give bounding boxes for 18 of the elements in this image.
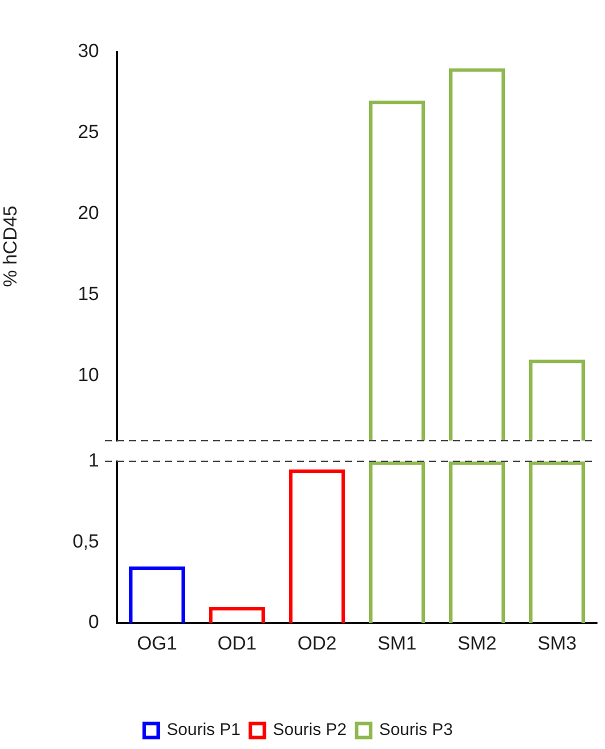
y-tick-label: 0,5 <box>72 531 99 552</box>
y-tick-label: 10 <box>78 365 99 386</box>
x-tick-label: SM3 <box>537 634 577 655</box>
y-tick-label: 1 <box>88 450 99 472</box>
y-axis-title: % hCD45 <box>0 206 22 287</box>
y-tick-label: 25 <box>78 122 99 144</box>
x-tick-label: OD2 <box>297 634 337 655</box>
x-tick-label: SM2 <box>457 634 497 655</box>
y-tick-label: 20 <box>78 203 99 224</box>
y-tick-label: 0 <box>88 612 99 634</box>
legend-label: Souris P3 <box>379 720 453 740</box>
x-tick-label: OG1 <box>136 634 178 655</box>
x-tick-label: OD1 <box>217 634 257 655</box>
legend-label: Souris P1 <box>166 720 240 740</box>
x-tick-label: SM1 <box>377 634 417 655</box>
legend-label: Souris P2 <box>272 720 347 740</box>
y-tick-label: 15 <box>78 284 99 306</box>
y-tick-label: 30 <box>78 41 99 62</box>
